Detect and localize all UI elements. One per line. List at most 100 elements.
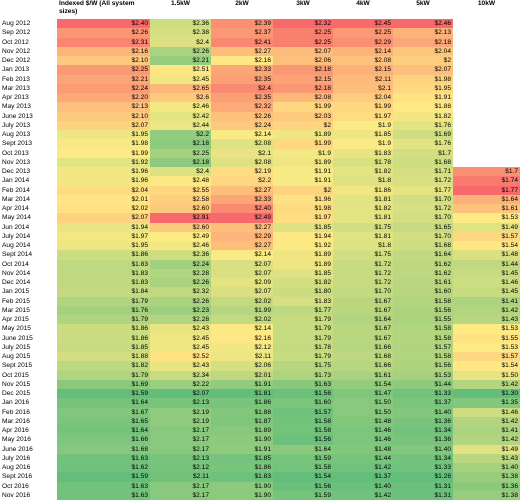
value-cell: $2 [273, 120, 333, 130]
value-cell: $2.45 [150, 342, 211, 352]
empty-cell [453, 28, 520, 38]
value-cell: $1.83 [333, 148, 393, 158]
value-cell: $1.95 [393, 83, 453, 93]
column-header: 2kW [235, 0, 249, 7]
data-row: Nov 2012 $2.16 $2.26 $2.27 $2.07 $2.14 $2.04 [0, 46, 520, 56]
value-cell: $1.66 [333, 361, 393, 371]
value-cell: $2.18 [393, 37, 453, 47]
data-row: July 2014 $1.97 $2.49 $2.29 $1.94 $1.81 $1.70 $… [0, 231, 520, 241]
header-row: Indexed $/W (All system sizes) 1.5kW 2kW 3k… [0, 0, 520, 19]
value-cell: $1.89 [273, 157, 333, 167]
data-row: Sept 2015 $1.82 $2.43 $2.06 $1.75 $1.66 $1.56 $… [0, 361, 520, 371]
value-cell: $2.29 [211, 231, 273, 241]
value-cell: $2.17 [150, 444, 211, 454]
value-cell: $1.82 [333, 167, 393, 177]
data-row: Nov 2014 $1.83 $2.28 $2.07 $1.85 $1.72 $1.62 $1… [0, 268, 520, 278]
data-row: Jan 2013 $2.25 $2.51 $2.33 $2.18 $2.15 $2.07 [0, 65, 520, 75]
value-cell: $2.17 [150, 481, 211, 491]
value-cell: $1.64 [57, 426, 150, 436]
row-label: June 2015 [0, 333, 57, 343]
value-cell: $1.58 [273, 416, 333, 426]
value-cell: $2.34 [150, 370, 211, 380]
row-label: Nov 2012 [0, 46, 57, 56]
value-cell: $1.56 [393, 305, 453, 315]
value-cell: $1.69 [57, 379, 150, 389]
value-cell: $1.8 [333, 241, 393, 251]
empty-cell [453, 74, 520, 84]
value-cell: $1.67 [57, 407, 150, 417]
value-cell: $1.58 [273, 426, 333, 436]
value-cell: $1.91 [273, 176, 333, 186]
value-cell: $1.56 [273, 389, 333, 399]
value-cell: $2.28 [150, 268, 211, 278]
value-cell: $2.07 [211, 287, 273, 297]
value-cell: $1.50 [453, 370, 520, 380]
value-cell: $2.12 [211, 342, 273, 352]
value-cell: $2.21 [150, 56, 211, 66]
row-label: Feb 2014 [0, 185, 57, 195]
data-row: Oct 2015 $1.79 $2.34 $2.01 $1.73 $1.61 $1.53 $1… [0, 370, 520, 380]
value-cell: $2.02 [57, 204, 150, 214]
value-cell: $1.36 [453, 481, 520, 491]
data-row: Aug 2016 $1.62 $2.12 $1.86 $1.58 $1.42 $1.33 $1… [0, 463, 520, 473]
empty-cell [453, 83, 520, 93]
value-cell: $1.87 [211, 416, 273, 426]
value-cell: $1.47 [333, 389, 393, 399]
value-cell: $1.58 [393, 296, 453, 306]
value-cell: $2.45 [333, 19, 393, 29]
value-cell: $1.79 [273, 324, 333, 334]
value-cell: $1.63 [57, 453, 150, 463]
row-label: Nov 2014 [0, 268, 57, 278]
data-row: June 2013 $2.10 $2.42 $2.26 $2.03 $1.97 $1.82 [0, 111, 520, 121]
value-cell: $2.07 [393, 65, 453, 75]
row-label: Dec 2013 [0, 167, 57, 177]
value-cell: $1.96 [273, 194, 333, 204]
row-label: Sept 2014 [0, 250, 57, 260]
value-cell: $1.55 [453, 333, 520, 343]
value-cell: $1.83 [57, 259, 150, 269]
value-cell: $1.57 [453, 231, 520, 241]
data-row: Nov 2015 $1.69 $2.22 $1.91 $1.63 $1.54 $1.44 $1… [0, 379, 520, 389]
value-cell: $2.04 [393, 46, 453, 56]
value-cell: $2.58 [150, 194, 211, 204]
row-label: Mar 2014 [0, 194, 57, 204]
value-cell: $2.33 [211, 65, 273, 75]
row-label: Sept 2013 [0, 139, 57, 149]
value-cell: $2.23 [150, 305, 211, 315]
value-cell: $1.95 [57, 241, 150, 251]
value-cell: $2.24 [150, 259, 211, 269]
value-cell: $2.49 [211, 213, 273, 223]
value-cell: $1.33 [393, 463, 453, 473]
value-cell: $1.65 [393, 222, 453, 232]
value-cell: $1.8 [333, 176, 393, 186]
value-cell: $1.58 [393, 324, 453, 334]
value-cell: $2.33 [211, 194, 273, 204]
value-cell: $1.92 [273, 241, 333, 251]
value-cell: $2.18 [150, 139, 211, 149]
row-label: Jun 2014 [0, 222, 57, 232]
value-cell: $2.46 [150, 241, 211, 251]
value-cell: $2.08 [273, 93, 333, 103]
value-cell: $2.07 [211, 268, 273, 278]
row-label: Mar 2013 [0, 83, 57, 93]
value-cell: $2.43 [150, 361, 211, 371]
value-cell: $1.56 [273, 481, 333, 491]
value-cell: $1.37 [393, 398, 453, 408]
value-cell: $1.56 [273, 435, 333, 445]
data-row: Sept 2013 $1.98 $2.18 $2.08 $1.99 $1.9 $1.76 [0, 139, 520, 149]
value-cell: $1.9 [333, 120, 393, 130]
value-cell: $2.4 [150, 167, 211, 177]
value-cell: $1.53 [453, 342, 520, 352]
empty-cell [453, 56, 520, 66]
value-cell: $2.07 [57, 120, 150, 130]
value-cell: $1.60 [393, 287, 453, 297]
value-cell: $1.86 [57, 324, 150, 334]
value-cell: $2.51 [150, 65, 211, 75]
data-row: Apr 2016 $1.64 $2.17 $1.89 $1.58 $1.46 $1.34 $1… [0, 426, 520, 436]
value-cell: $2.43 [150, 324, 211, 334]
value-cell: $1.72 [393, 204, 453, 214]
value-cell: $1.62 [57, 463, 150, 473]
value-cell: $1.59 [57, 389, 150, 399]
value-cell: $1.99 [211, 305, 273, 315]
